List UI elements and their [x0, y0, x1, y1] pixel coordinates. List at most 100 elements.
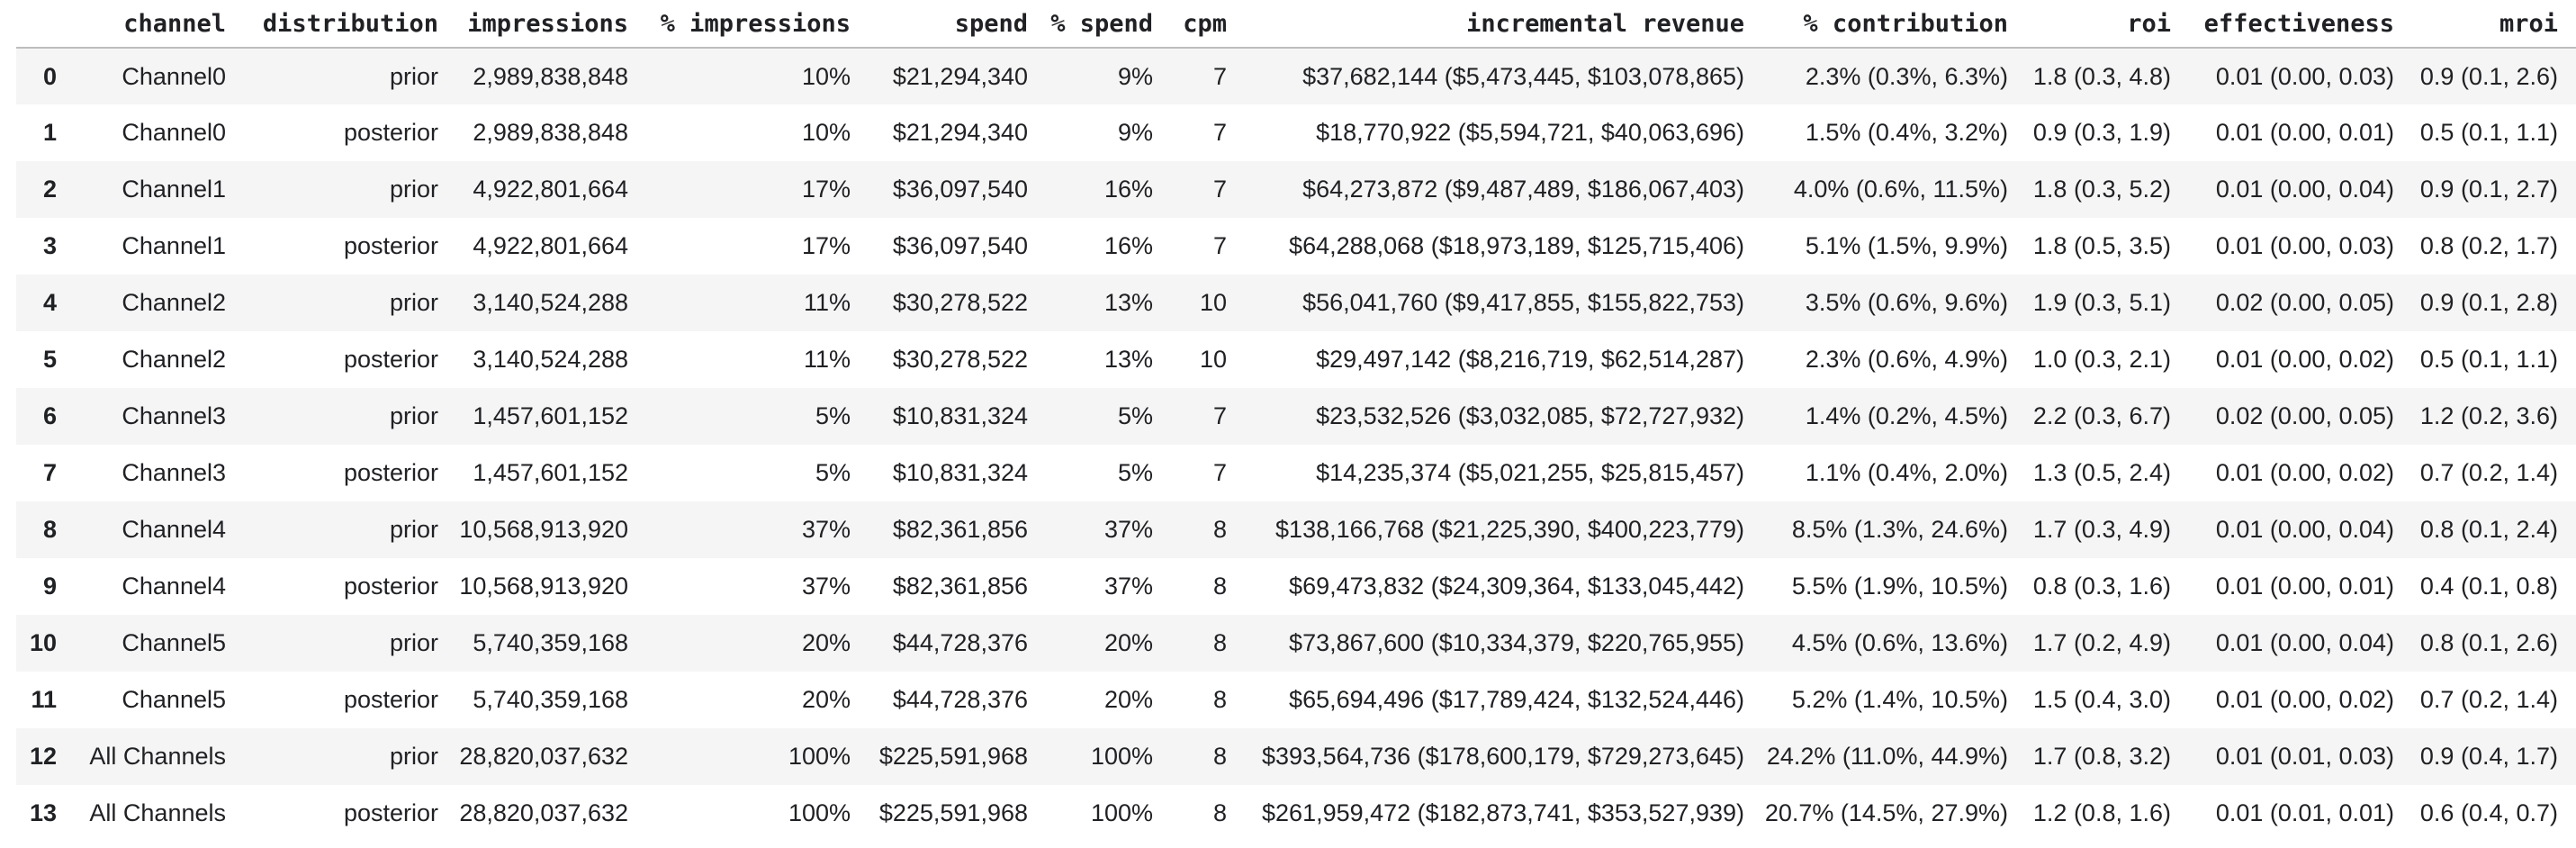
cell-mroi: 0.4 (0.1, 0.8)	[2419, 573, 2558, 600]
cell-contribution: 5.5% (1.9%, 10.5%)	[1791, 573, 2008, 600]
cell-spend: $21,294,340	[892, 119, 1028, 146]
cell-spend: $44,728,376	[892, 629, 1028, 656]
cell-roi: 1.9 (0.3, 5.1)	[2032, 289, 2171, 316]
row-index: 13	[29, 799, 57, 826]
cell-impressions: 3,140,524,288	[473, 346, 628, 373]
table-row: 1 Channel0 posterior 2,989,838,848 10% $21,29…	[16, 104, 2576, 161]
cell-impressions: 5,740,359,168	[473, 686, 628, 713]
cell-channel: All Channels	[89, 799, 226, 826]
cell-impressions: 2,989,838,848	[473, 119, 628, 146]
row-index: 3	[42, 232, 57, 259]
table-row: 7 Channel3 posterior 1,457,601,152 5% $10,831…	[16, 445, 2576, 501]
table-header: channel distribution impressions% impressi…	[16, 0, 2576, 49]
cell-cpm: 8	[1212, 629, 1227, 656]
cell-channel: Channel5	[122, 629, 226, 656]
cell-channel: Channel3	[122, 402, 226, 429]
cell-spend: $10,831,324	[892, 459, 1028, 486]
cell-contribution: 1.1% (0.4%, 2.0%)	[1805, 459, 2008, 486]
cell-distribution: posterior	[343, 573, 438, 600]
dataframe-table: channel distribution impressions% impressi…	[16, 0, 2576, 842]
cell-spend: 20%	[1103, 686, 1153, 713]
cell-spend: 16%	[1103, 232, 1153, 259]
cell-incremental-revenue: $261,959,472 ($182,873,741, $353,527,939…	[1262, 799, 1744, 826]
cell-impressions: 4,922,801,664	[473, 176, 628, 203]
cell-spend: $30,278,522	[892, 289, 1028, 316]
header-row: channel distribution impressions% impressi…	[16, 0, 2576, 49]
cell-channel: Channel1	[122, 176, 226, 203]
row-index: 8	[42, 516, 57, 543]
cell-roi: 1.8 (0.3, 4.8)	[2032, 62, 2171, 90]
cell-channel: Channel4	[122, 516, 226, 543]
cell-contribution: 1.5% (0.4%, 3.2%)	[1805, 119, 2008, 146]
cell-impressions: 4,922,801,664	[473, 232, 628, 259]
column-header-spend: % spend	[1028, 0, 1153, 49]
cell-spend: 5%	[1117, 402, 1153, 429]
cell-spend: 100%	[1090, 743, 1153, 770]
cell-incremental-revenue: $23,532,526 ($3,032,085, $72,727,932)	[1316, 402, 1744, 429]
cell-effectiveness: 0.01 (0.01, 0.01)	[2215, 799, 2394, 826]
cell-channel: All Channels	[89, 743, 226, 770]
cell-cpm: 7	[1212, 232, 1227, 259]
column-header-impressions: impressions	[438, 0, 628, 49]
row-index: 7	[42, 459, 57, 486]
cell-incremental-revenue: $393,564,736 ($178,600,179, $729,273,645…	[1262, 743, 1744, 770]
cell-spend: 9%	[1117, 62, 1153, 90]
cell-spend: 20%	[1103, 629, 1153, 656]
cell-impressions: 5,740,359,168	[473, 629, 628, 656]
cell-cpm: 7	[1212, 176, 1227, 203]
column-header-spend: spend	[851, 0, 1028, 49]
row-index: 1	[42, 119, 57, 146]
cell-distribution: posterior	[343, 119, 438, 146]
cell-roi: 1.5 (0.4, 3.0)	[2032, 686, 2171, 713]
cell-cpm: 8	[1212, 799, 1227, 826]
cell-impressions: 28,820,037,632	[459, 743, 628, 770]
row-index: 9	[42, 573, 57, 600]
cell-mroi: 0.5 (0.1, 1.1)	[2419, 119, 2558, 146]
cell-roi: 1.8 (0.5, 3.5)	[2032, 232, 2171, 259]
cell-spend: 9%	[1117, 119, 1153, 146]
cell-mroi: 0.9 (0.4, 1.7)	[2419, 743, 2558, 770]
cell-incremental-revenue: $69,473,832 ($24,309,364, $133,045,442)	[1289, 573, 1744, 600]
cell-distribution: prior	[389, 743, 438, 770]
cell-contribution: 20.7% (14.5%, 27.9%)	[1764, 799, 2008, 826]
cell-mroi: 1.2 (0.2, 3.6)	[2419, 402, 2558, 429]
cell-distribution: prior	[389, 289, 438, 316]
cell-mroi: 0.7 (0.2, 1.4)	[2419, 459, 2558, 486]
cell-incremental-revenue: $73,867,600 ($10,334,379, $220,765,955)	[1289, 629, 1744, 656]
cell-distribution: prior	[389, 402, 438, 429]
cell-contribution: 2.3% (0.3%, 6.3%)	[1805, 62, 2008, 90]
cell-incremental-revenue: $56,041,760 ($9,417,855, $155,822,753)	[1302, 289, 1744, 316]
cell-roi: 0.9 (0.3, 1.9)	[2032, 119, 2171, 146]
table-row: 8 Channel4 prior 10,568,913,920 37% $82,361,8…	[16, 501, 2576, 558]
row-index: 2	[42, 176, 57, 203]
cell-mroi: 0.8 (0.2, 1.7)	[2419, 232, 2558, 259]
cell-spend: $21,294,340	[892, 62, 1028, 90]
cell-cpm: 8	[1212, 743, 1227, 770]
cell-spend: 13%	[1103, 289, 1153, 316]
cell-roi: 1.2 (0.8, 1.6)	[2032, 799, 2171, 826]
cell-contribution: 2.3% (0.6%, 4.9%)	[1805, 346, 2008, 373]
cell-mroi: 0.8 (0.1, 2.4)	[2419, 516, 2558, 543]
cell-impressions: 17%	[801, 232, 851, 259]
cell-channel: Channel4	[122, 573, 226, 600]
cell-roi: 1.8 (0.3, 5.2)	[2032, 176, 2171, 203]
row-index: 6	[42, 402, 57, 429]
table-row: 13 All Channels posterior 28,820,037,632 100…	[16, 785, 2576, 842]
cell-distribution: posterior	[343, 799, 438, 826]
cell-channel: Channel2	[122, 346, 226, 373]
cell-impressions: 5%	[815, 402, 851, 429]
cell-channel: Channel0	[122, 62, 226, 90]
cell-effectiveness: 0.01 (0.00, 0.03)	[2215, 62, 2394, 90]
table-row: 11 Channel5 posterior 5,740,359,168 20% $44,7…	[16, 672, 2576, 728]
cell-channel: Channel0	[122, 119, 226, 146]
table-row: 10 Channel5 prior 5,740,359,168 20% $44,728,3…	[16, 615, 2576, 672]
cell-channel: Channel1	[122, 232, 226, 259]
column-header-cpm: cpm	[1153, 0, 1227, 49]
cell-impressions: 28,820,037,632	[459, 799, 628, 826]
cell-distribution: prior	[389, 176, 438, 203]
cell-impressions: 37%	[801, 573, 851, 600]
cell-spend: 13%	[1103, 346, 1153, 373]
column-header-impressions: % impressions	[628, 0, 851, 49]
row-index: 0	[42, 62, 57, 90]
table-row: 4 Channel2 prior 3,140,524,288 11% $30,278,52…	[16, 275, 2576, 331]
